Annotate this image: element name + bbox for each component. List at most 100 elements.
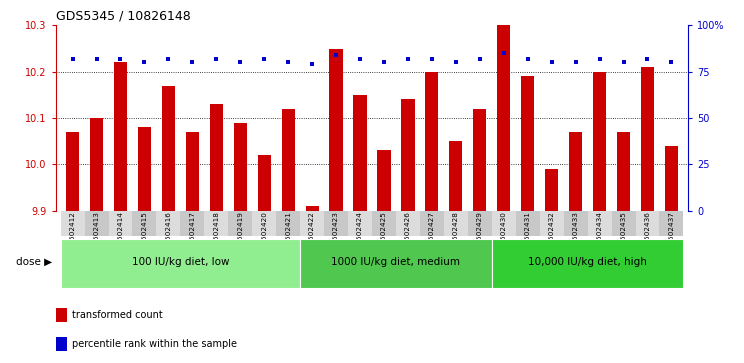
Point — [115, 56, 126, 62]
Bar — [257, 155, 271, 211]
Point — [138, 60, 150, 65]
Text: GSM1502416: GSM1502416 — [165, 211, 171, 260]
Point — [67, 56, 79, 62]
Bar — [252, 211, 276, 236]
Point — [282, 60, 294, 65]
Point — [450, 60, 462, 65]
Bar — [420, 211, 444, 236]
Bar — [180, 211, 205, 236]
Bar — [617, 132, 630, 211]
Bar — [330, 49, 343, 211]
Text: GSM1502433: GSM1502433 — [573, 211, 579, 260]
Bar — [60, 239, 300, 287]
Point — [187, 60, 199, 65]
Point — [211, 56, 222, 62]
Bar — [353, 95, 367, 211]
Text: GSM1502414: GSM1502414 — [118, 211, 124, 260]
Bar — [588, 211, 612, 236]
Bar — [324, 211, 348, 236]
Text: GSM1502427: GSM1502427 — [429, 211, 435, 260]
Bar — [210, 104, 223, 211]
Text: 100 IU/kg diet, low: 100 IU/kg diet, low — [132, 257, 229, 267]
Bar — [109, 211, 132, 236]
Bar — [426, 72, 438, 211]
Bar — [132, 211, 156, 236]
Point — [498, 50, 510, 56]
Text: GSM1502417: GSM1502417 — [189, 211, 196, 260]
Point — [570, 60, 582, 65]
Bar — [114, 62, 127, 211]
Text: dose ▶: dose ▶ — [16, 257, 52, 267]
Point — [307, 61, 318, 67]
Text: GSM1502430: GSM1502430 — [501, 211, 507, 260]
Point — [474, 56, 486, 62]
Bar — [593, 72, 606, 211]
Text: GSM1502428: GSM1502428 — [453, 211, 459, 260]
Point — [354, 56, 366, 62]
Point — [665, 60, 677, 65]
Text: GSM1502425: GSM1502425 — [381, 211, 387, 260]
Bar — [234, 123, 247, 211]
Text: GSM1502424: GSM1502424 — [357, 211, 363, 260]
Bar — [612, 211, 635, 236]
Bar — [60, 211, 85, 236]
Text: GSM1502432: GSM1502432 — [548, 211, 555, 260]
Bar — [665, 146, 678, 211]
Bar — [276, 211, 300, 236]
Bar — [300, 239, 492, 287]
Bar — [521, 76, 534, 211]
Bar — [377, 150, 391, 211]
Bar — [85, 211, 109, 236]
Text: GSM1502413: GSM1502413 — [94, 211, 100, 260]
Point — [330, 52, 342, 58]
Text: GSM1502420: GSM1502420 — [261, 211, 267, 260]
Bar — [492, 239, 684, 287]
Text: 1000 IU/kg diet, medium: 1000 IU/kg diet, medium — [332, 257, 461, 267]
Text: transformed count: transformed count — [72, 310, 163, 320]
Bar — [449, 141, 463, 211]
Bar — [66, 132, 79, 211]
Bar — [281, 109, 295, 211]
Text: GSM1502426: GSM1502426 — [405, 211, 411, 260]
Point — [545, 60, 557, 65]
Bar — [348, 211, 372, 236]
Point — [234, 60, 246, 65]
Bar — [156, 211, 180, 236]
Bar — [90, 118, 103, 211]
Bar — [372, 211, 396, 236]
Point — [641, 56, 653, 62]
Point — [402, 56, 414, 62]
Bar — [659, 211, 684, 236]
Bar — [56, 337, 67, 351]
Bar — [497, 25, 510, 211]
Bar — [138, 127, 151, 211]
Bar — [205, 211, 228, 236]
Point — [618, 60, 629, 65]
Text: GSM1502421: GSM1502421 — [285, 211, 291, 260]
Text: GSM1502415: GSM1502415 — [141, 211, 147, 260]
Bar — [545, 169, 558, 211]
Text: GSM1502418: GSM1502418 — [214, 211, 219, 260]
Bar — [396, 211, 420, 236]
Text: GSM1502423: GSM1502423 — [333, 211, 339, 260]
Bar — [516, 211, 539, 236]
Bar — [56, 308, 67, 322]
Text: GSM1502434: GSM1502434 — [597, 211, 603, 260]
Bar — [401, 99, 414, 211]
Text: GSM1502435: GSM1502435 — [620, 211, 626, 260]
Bar — [635, 211, 659, 236]
Bar — [228, 211, 252, 236]
Text: GSM1502436: GSM1502436 — [644, 211, 650, 260]
Bar — [186, 132, 199, 211]
Bar — [569, 132, 583, 211]
Bar — [641, 67, 654, 211]
Text: GSM1502429: GSM1502429 — [477, 211, 483, 260]
Point — [378, 60, 390, 65]
Text: percentile rank within the sample: percentile rank within the sample — [72, 339, 237, 349]
Text: GSM1502431: GSM1502431 — [525, 211, 530, 260]
Point — [258, 56, 270, 62]
Text: GSM1502437: GSM1502437 — [668, 211, 674, 260]
Text: GDS5345 / 10826148: GDS5345 / 10826148 — [56, 10, 190, 23]
Bar — [444, 211, 468, 236]
Text: GSM1502422: GSM1502422 — [309, 211, 315, 260]
